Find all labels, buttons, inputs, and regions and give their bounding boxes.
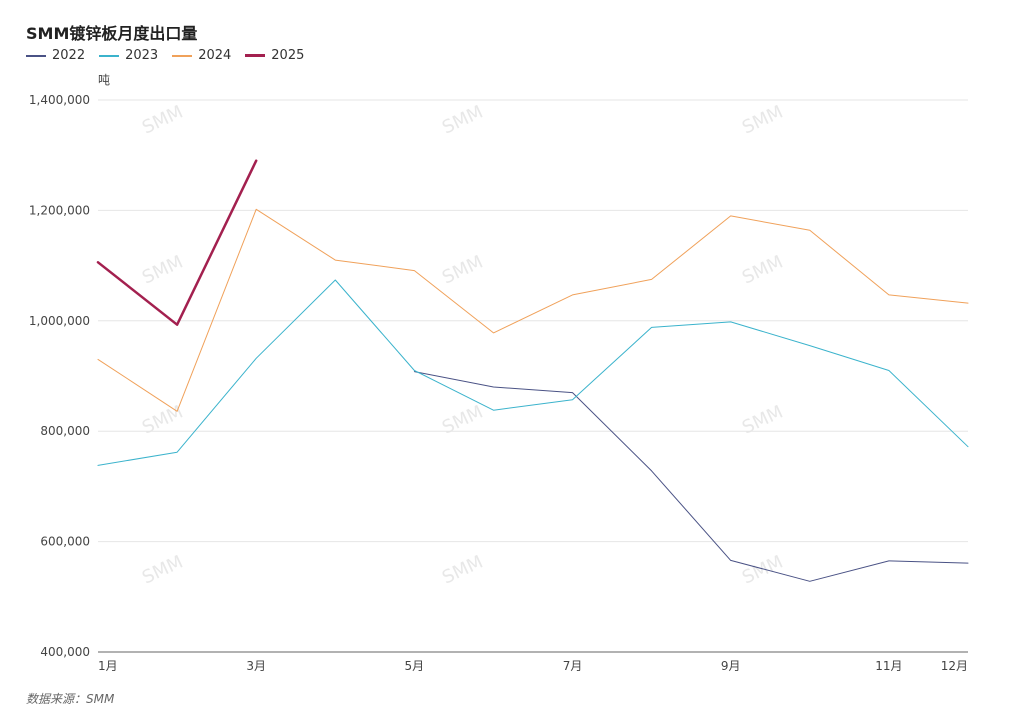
watermark: SMM (739, 102, 786, 139)
y-tick-label: 1,400,000 (29, 93, 90, 107)
series-line-2025 (96, 159, 258, 326)
x-tick-label: 1月 (98, 659, 118, 673)
legend-label: 2023 (125, 48, 159, 63)
x-tick-label: 11月 (875, 659, 902, 673)
y-tick-label: 1,000,000 (29, 314, 90, 328)
legend-label: 2024 (198, 48, 232, 63)
watermark: SMM (439, 402, 486, 439)
watermark: SMM (139, 252, 186, 289)
x-tick-label: 5月 (405, 659, 425, 673)
x-tick-label: 9月 (721, 659, 741, 673)
watermark: SMM (739, 402, 786, 439)
legend-swatch (99, 54, 120, 57)
y-tick-label: 600,000 (40, 535, 90, 549)
watermark: SMM (439, 552, 486, 589)
y-tick-label: 1,200,000 (29, 203, 90, 217)
x-tick-label: 12月 (941, 659, 968, 673)
legend: 2022 2023 2024 2025 (26, 48, 304, 63)
legend-label: 2022 (52, 48, 86, 63)
y-tick-label: 400,000 (40, 645, 90, 659)
series-line-2022 (413, 371, 969, 582)
legend-swatch (172, 54, 193, 57)
watermark: SMM (739, 252, 786, 289)
watermark: SMM (139, 102, 186, 139)
series-line-2024 (97, 208, 969, 412)
y-axis-unit: 吨 (98, 73, 110, 87)
data-source: 数据来源：SMM (26, 692, 115, 706)
y-tick-label: 800,000 (40, 424, 90, 438)
legend-swatch (26, 54, 46, 57)
series-line-2023 (97, 279, 969, 466)
x-tick-label: 7月 (563, 659, 583, 673)
legend-label: 2025 (271, 48, 305, 63)
watermark: SMM (439, 102, 486, 139)
legend-swatch (245, 54, 266, 57)
legend-item-2023[interactable]: 2023 (99, 48, 158, 63)
watermark: SMM (439, 252, 486, 289)
chart-title: SMM镀锌板月度出口量 (26, 24, 198, 43)
watermark: SMM (739, 552, 786, 589)
legend-item-2022[interactable]: 2022 (26, 48, 85, 63)
legend-item-2024[interactable]: 2024 (172, 48, 231, 63)
watermark: SMM (139, 552, 186, 589)
x-tick-label: 3月 (246, 659, 266, 673)
legend-item-2025[interactable]: 2025 (245, 48, 304, 63)
